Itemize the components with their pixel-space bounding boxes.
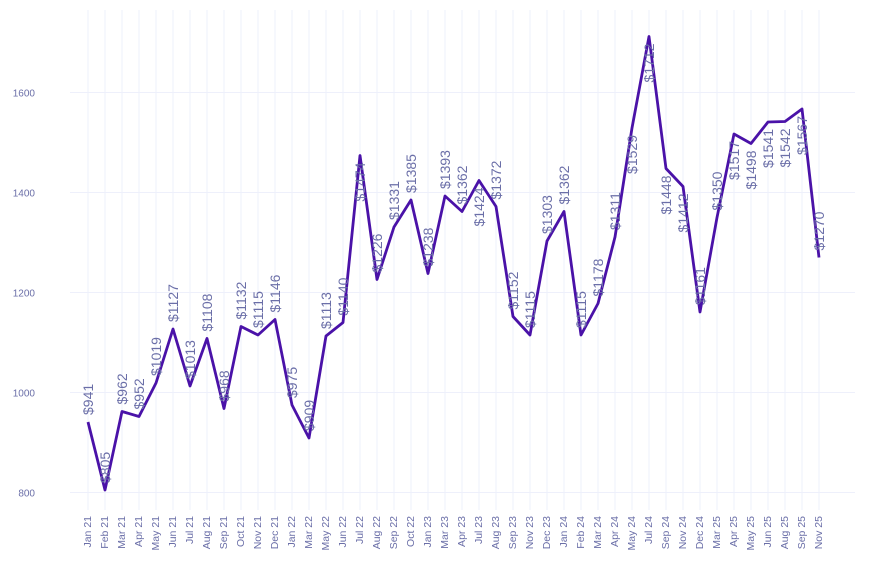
data-labels: $941 $805 $962 $952$1019$1127 $1013$1108 $968… [80,43,827,483]
x-tick-label: May 21 [150,516,162,551]
data-label: $962 [114,373,130,404]
data-label: $1712 [641,43,657,82]
x-axis: Jan 21 Feb 21 Mar 21 Apr 21 May 21 Jun 21 Jul … [82,516,825,551]
data-label: $1127 [165,284,181,322]
data-label: $1226 [369,233,385,272]
x-tick-label: Jan 23 [422,516,434,548]
data-label: $941 [80,384,96,415]
x-tick-label: May 25 [745,516,757,551]
x-tick-label: May 24 [626,516,638,551]
data-label: $1517 [726,141,742,180]
x-tick-label: Dec 23 [541,516,553,549]
x-tick-label: Jul 23 [473,516,485,544]
x-tick-label: Jun 21 [167,516,179,548]
x-tick-label: Feb 21 [99,516,111,549]
y-tick-label: 1000 [13,389,36,400]
x-tick-label: Mar 21 [116,516,128,549]
x-tick-label: Mar 25 [711,516,723,549]
x-tick-label: Mar 24 [592,516,604,549]
data-label: $1311 [607,192,623,230]
x-tick-label: Sep 24 [660,516,672,549]
x-tick-label: Aug 22 [371,516,383,549]
x-tick-label: Jan 21 [82,516,94,548]
data-label: $1115 [573,291,589,328]
data-label: $1238 [420,227,436,266]
data-label: $1372 [488,160,504,199]
data-label: $1567 [794,116,810,155]
data-label: $1393 [437,150,453,189]
x-tick-label: Oct 22 [405,516,417,547]
data-label: $1019 [148,337,164,376]
x-tick-label: Apr 21 [133,516,145,547]
price-line [86,35,821,492]
data-label: $1362 [556,165,572,204]
data-label: $1132 [233,281,249,319]
data-label: $1115 [250,291,266,328]
data-label: $975 [284,367,300,398]
grid [70,10,855,510]
data-label: $1424 [471,187,487,226]
data-label: $1331 [386,181,402,220]
x-tick-label: Jan 22 [286,516,298,548]
y-tick-label: 1200 [13,289,36,300]
x-tick-label: Dec 21 [269,516,281,549]
data-label: $1270 [811,211,827,250]
data-label: $1108 [199,293,215,331]
data-label: $1146 [267,274,283,312]
data-label: $1529 [624,135,640,174]
data-label: $1115 [522,291,538,328]
data-label: $1013 [182,340,198,379]
x-tick-label: Mar 23 [439,516,451,549]
x-tick-label: May 22 [320,516,332,551]
x-tick-label: Jun 22 [337,516,349,548]
data-label: $1362 [454,165,470,204]
x-tick-label: Sep 23 [507,516,519,549]
data-label: $1541 [760,129,776,168]
y-tick-label: 1600 [13,89,36,100]
x-tick-label: Mar 22 [303,516,315,549]
x-tick-label: Sep 21 [218,516,230,549]
x-tick-label: Sep 22 [388,516,400,549]
x-tick-label: Apr 25 [728,516,740,547]
x-tick-label: Nov 25 [813,516,825,549]
x-tick-label: Apr 23 [456,516,468,547]
data-label: $1178 [590,258,606,296]
x-tick-label: Jul 22 [354,516,366,544]
x-tick-label: Oct 21 [235,516,247,547]
x-tick-label: Nov 23 [524,516,536,549]
data-label: $1542 [777,128,793,167]
x-tick-label: Feb 24 [575,516,587,549]
data-label: $1412 [675,193,691,232]
x-tick-label: Aug 21 [201,516,213,549]
x-tick-label: Aug 25 [779,516,791,549]
x-tick-label: Dec 24 [694,516,706,549]
data-label: $1113 [318,292,334,329]
data-label: $1385 [403,154,419,193]
data-label: $1448 [658,175,674,214]
data-label: $1161 [692,267,708,305]
data-label: $1474 [352,162,368,201]
data-label: $1152 [505,271,521,309]
data-label: $952 [131,378,147,409]
y-tick-label: 800 [18,489,35,500]
x-tick-label: Jun 25 [762,516,774,548]
y-tick-label: 1400 [13,189,36,200]
x-tick-label: Jul 24 [643,516,655,544]
x-tick-label: Jan 24 [558,516,570,548]
data-label: $968 [216,370,232,401]
x-tick-label: Nov 21 [252,516,264,549]
data-label: $1140 [335,277,351,315]
x-tick-label: Sep 25 [796,516,808,549]
x-tick-label: Aug 23 [490,516,502,549]
x-tick-label: Apr 24 [609,516,621,547]
data-label: $1350 [709,171,725,210]
data-label: $909 [301,400,317,431]
x-tick-label: Jul 21 [184,516,196,544]
data-label: $1498 [743,150,759,189]
x-tick-label: Nov 24 [677,516,689,549]
data-label: $805 [97,452,113,483]
y-axis: 800 1000 1200 1400 1600 [13,89,36,500]
data-label: $1303 [539,195,555,234]
